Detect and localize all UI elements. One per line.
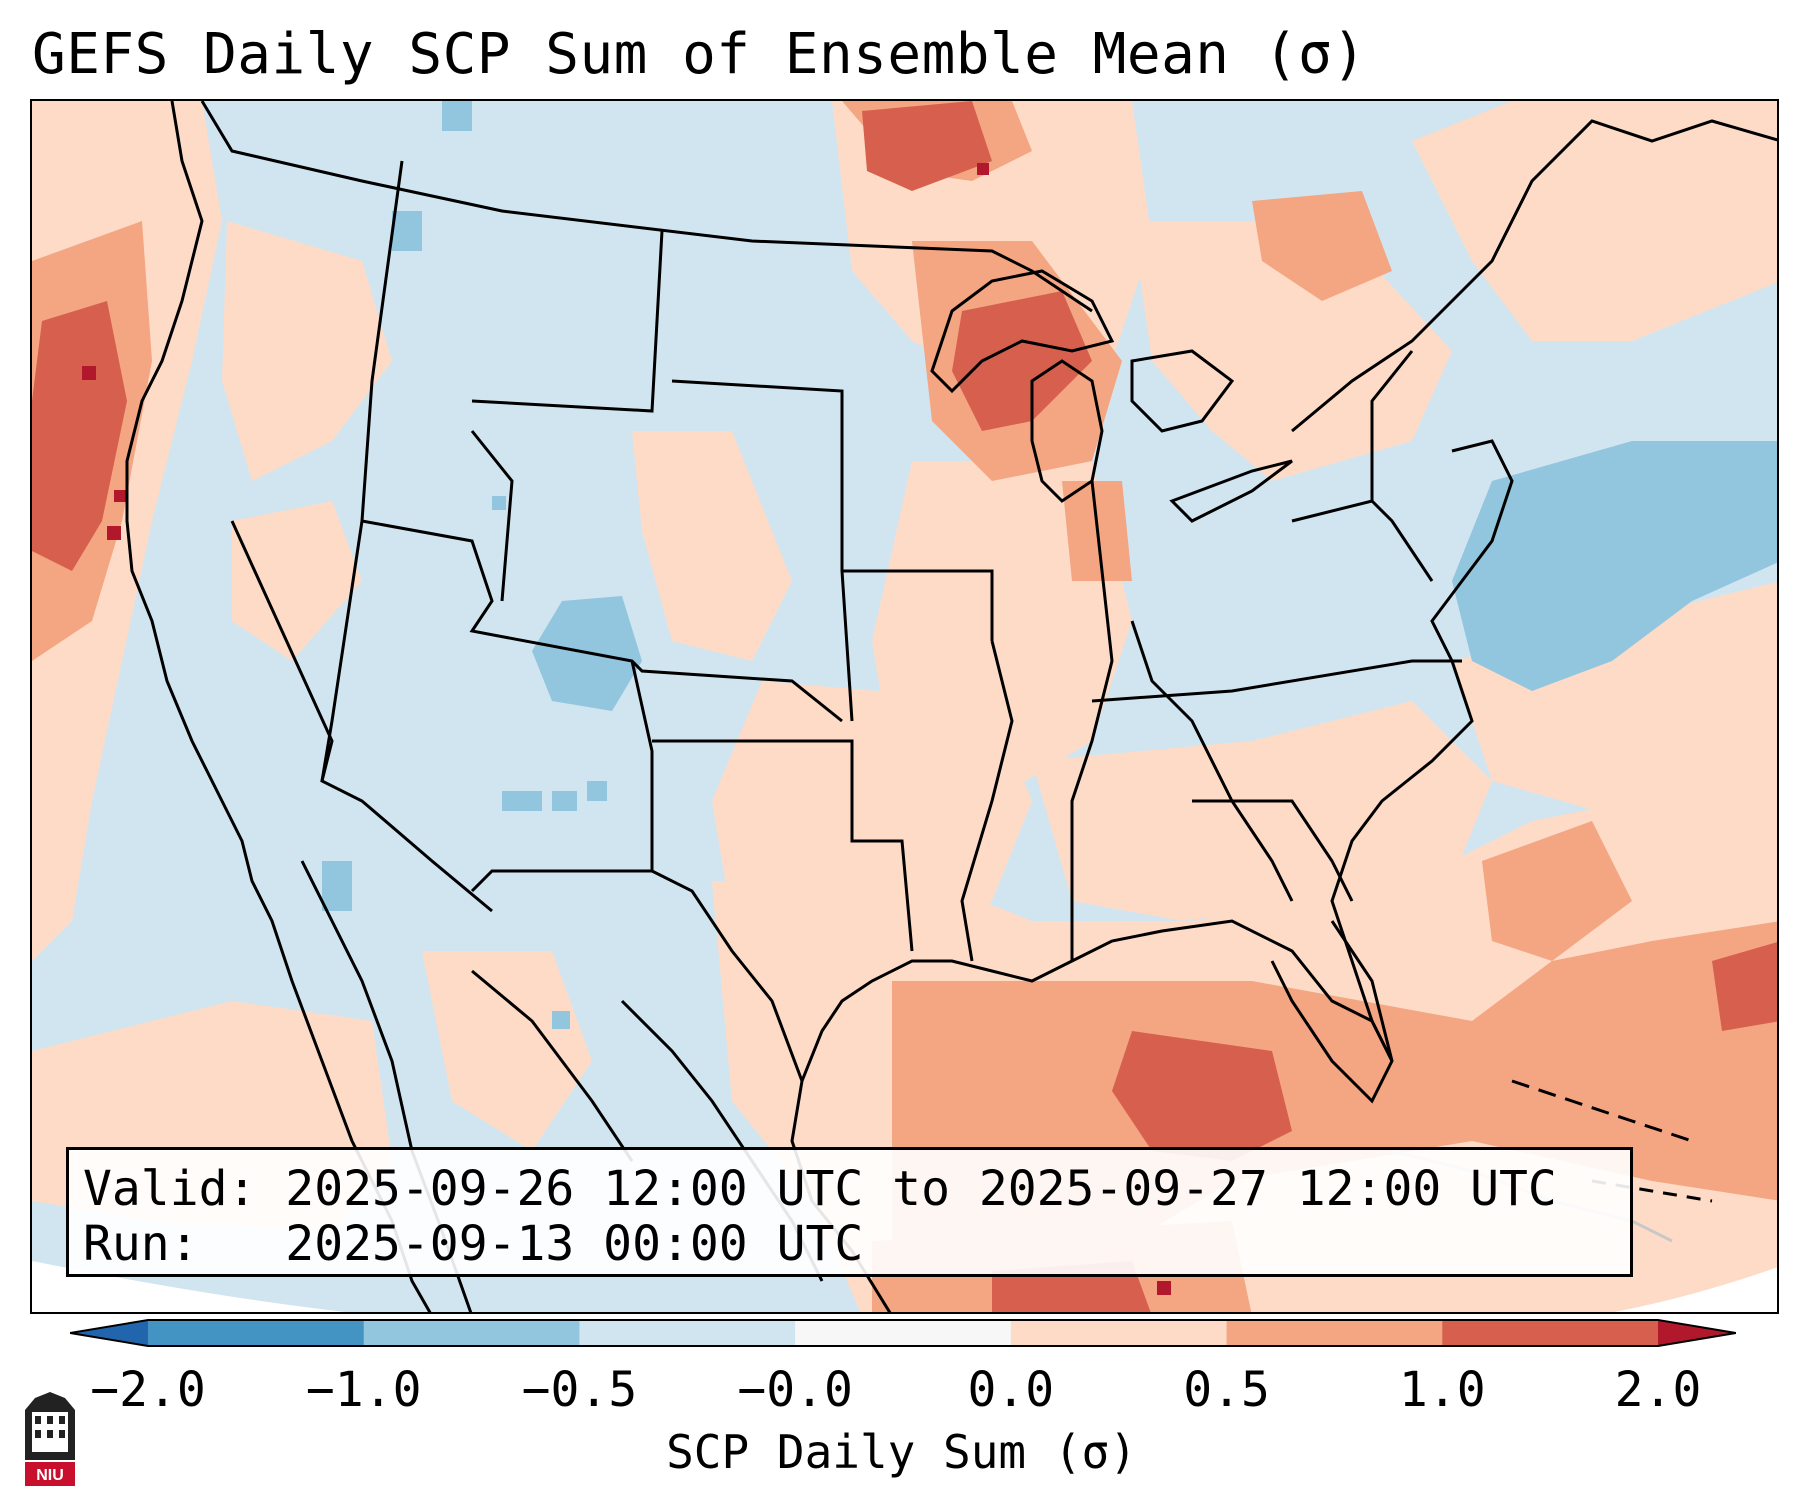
colorbar-bin	[1010, 1320, 1228, 1346]
colorbar-extend-high	[1658, 1320, 1736, 1346]
colorbar-tick-label: 2.0	[1614, 1362, 1702, 1418]
colorbar-bin	[148, 1320, 365, 1346]
projection-edge-left	[32, 1261, 346, 1312]
colorbar-tick-label: 0.5	[1183, 1362, 1270, 1418]
colorbar-tick-label: −0.0	[737, 1362, 853, 1418]
colorbar-bin	[1442, 1320, 1659, 1346]
colorbar-segments	[70, 1320, 1736, 1346]
validity-info-box: Valid: 2025-09-26 12:00 UTC to 2025-09-2…	[66, 1147, 1633, 1277]
map-panel	[30, 99, 1779, 1314]
colorbar-tick-label: 1.0	[1398, 1362, 1486, 1418]
colorbar-label: SCP Daily Sum (σ)	[666, 1425, 1137, 1479]
run-label: Run:	[83, 1216, 199, 1272]
colorbar-tick-label: −2.0	[90, 1362, 206, 1418]
map-outlines	[125, 101, 1777, 1312]
colorbar-tick-label: −0.5	[521, 1362, 638, 1418]
run-value: 2025-09-13 00:00 UTC	[285, 1216, 864, 1272]
positive-anomaly-extreme	[82, 163, 1171, 1295]
valid-value: 2025-09-26 12:00 UTC to 2025-09-27 12:00…	[285, 1161, 1557, 1217]
colorbar-bin	[579, 1320, 796, 1346]
logo-text: NIU	[36, 1467, 64, 1484]
map-title: GEFS Daily SCP Sum of Ensemble Mean (σ)	[32, 22, 1367, 87]
projection-edge-right	[1614, 1267, 1777, 1312]
colorbar-extend-low	[70, 1320, 148, 1346]
colorbar	[70, 1319, 1736, 1347]
colorbar-tick-label: −1.0	[305, 1362, 422, 1418]
map-svg	[32, 101, 1777, 1312]
colorbar-bin	[363, 1320, 580, 1346]
niu-logo: NIU	[25, 1392, 75, 1486]
colorbar-outline	[70, 1319, 1736, 1347]
colorbar-bin	[1226, 1320, 1443, 1346]
valid-label: Valid:	[83, 1161, 257, 1217]
colorbar-bin	[795, 1320, 1012, 1346]
colorbar-tick-label: 0.0	[967, 1362, 1055, 1418]
